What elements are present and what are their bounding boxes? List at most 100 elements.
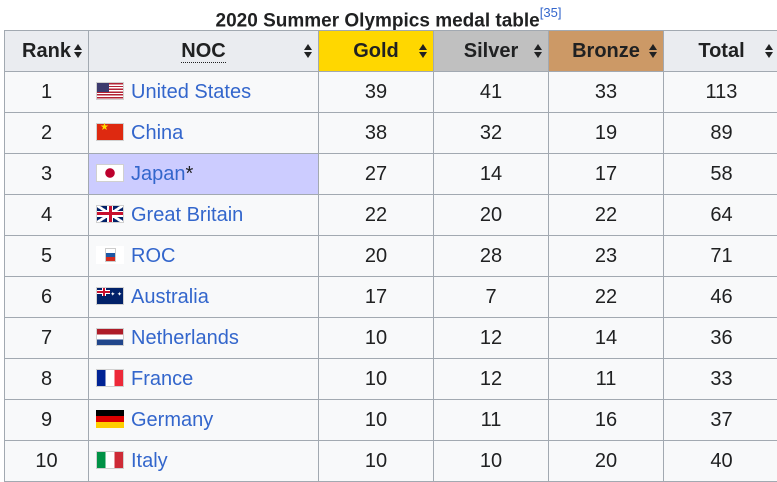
silver-cell: 12	[434, 318, 549, 359]
noc-cell: France	[89, 359, 319, 400]
roc-flag-icon[interactable]	[96, 246, 124, 264]
silver-cell: 14	[434, 154, 549, 195]
table-row: 6 Australia 17 7 22 46	[5, 277, 777, 318]
sort-icon[interactable]	[304, 43, 312, 59]
sort-icon[interactable]	[649, 43, 657, 59]
total-cell: 33	[664, 359, 777, 400]
italy-flag-icon[interactable]	[96, 451, 124, 469]
gold-cell: 10	[319, 400, 434, 441]
bronze-cell: 20	[549, 441, 664, 482]
silver-cell: 11	[434, 400, 549, 441]
bronze-header-label: Bronze	[572, 40, 640, 62]
gold-header-label: Gold	[353, 40, 399, 62]
germany-flag-icon[interactable]	[96, 410, 124, 428]
silver-cell: 28	[434, 236, 549, 277]
total-cell: 46	[664, 277, 777, 318]
country-link[interactable]: Italy	[131, 450, 168, 472]
country-link[interactable]: ROC	[131, 245, 175, 267]
table-row: 5 ROC 20 28 23 71	[5, 236, 777, 277]
country-link[interactable]: France	[131, 368, 193, 390]
silver-cell: 10	[434, 441, 549, 482]
total-cell: 40	[664, 441, 777, 482]
rank-header-label: Rank	[22, 40, 71, 62]
noc-cell: China	[89, 113, 319, 154]
table-row: 2 China 38 32 19 89	[5, 113, 777, 154]
country-link[interactable]: Netherlands	[131, 327, 239, 349]
rank-cell: 6	[5, 277, 89, 318]
table-row: 3 Japan* 27 14 17 58	[5, 154, 777, 195]
rank-cell: 3	[5, 154, 89, 195]
silver-cell: 7	[434, 277, 549, 318]
bronze-cell: 22	[549, 277, 664, 318]
table-row: 7 Netherlands 10 12 14 36	[5, 318, 777, 359]
gold-cell: 27	[319, 154, 434, 195]
total-column-header[interactable]: Total	[664, 31, 777, 72]
total-header-label: Total	[698, 40, 744, 62]
country-link[interactable]: China	[131, 122, 183, 144]
silver-cell: 12	[434, 359, 549, 400]
gold-cell: 17	[319, 277, 434, 318]
total-cell: 64	[664, 195, 777, 236]
table-row: 1 United States 39 41 33 113	[5, 72, 777, 113]
gold-cell: 22	[319, 195, 434, 236]
france-flag-icon[interactable]	[96, 369, 124, 387]
sort-icon[interactable]	[534, 43, 542, 59]
table-row: 8 France 10 12 11 33	[5, 359, 777, 400]
rank-cell: 10	[5, 441, 89, 482]
sort-icon[interactable]	[765, 43, 773, 59]
australia-flag-icon[interactable]	[96, 287, 124, 305]
bronze-column-header[interactable]: Bronze	[549, 31, 664, 72]
silver-cell: 20	[434, 195, 549, 236]
rank-column-header[interactable]: Rank	[5, 31, 89, 72]
sort-icon[interactable]	[74, 43, 82, 59]
silver-column-header[interactable]: Silver	[434, 31, 549, 72]
bronze-cell: 23	[549, 236, 664, 277]
us-flag-icon[interactable]	[96, 82, 124, 100]
country-link[interactable]: Japan	[131, 163, 186, 185]
medal-table: Rank NOC Gold Silver Bronze Total 1 Unit…	[4, 30, 777, 482]
table-row: 4 Great Britain 22 20 22 64	[5, 195, 777, 236]
noc-cell: Australia	[89, 277, 319, 318]
great-britain-flag-icon[interactable]	[96, 205, 124, 223]
noc-cell: Netherlands	[89, 318, 319, 359]
bronze-cell: 22	[549, 195, 664, 236]
table-caption: 2020 Summer Olympics medal table[35]	[0, 0, 777, 30]
country-link[interactable]: United States	[131, 81, 251, 103]
noc-column-header[interactable]: NOC	[89, 31, 319, 72]
noc-cell: United States	[89, 72, 319, 113]
noc-cell-host: Japan*	[89, 154, 319, 195]
rank-cell: 8	[5, 359, 89, 400]
noc-cell: ROC	[89, 236, 319, 277]
bronze-cell: 16	[549, 400, 664, 441]
japan-flag-icon[interactable]	[96, 164, 124, 182]
bronze-cell: 17	[549, 154, 664, 195]
rank-cell: 9	[5, 400, 89, 441]
gold-cell: 38	[319, 113, 434, 154]
gold-cell: 20	[319, 236, 434, 277]
table-row: 9 Germany 10 11 16 37	[5, 400, 777, 441]
total-cell: 89	[664, 113, 777, 154]
country-link[interactable]: Germany	[131, 409, 213, 431]
noc-header-label[interactable]: NOC	[181, 40, 225, 63]
country-link[interactable]: Australia	[131, 286, 209, 308]
bronze-cell: 33	[549, 72, 664, 113]
china-flag-icon[interactable]	[96, 123, 124, 141]
reference-superscript[interactable]: [35]	[540, 5, 562, 20]
netherlands-flag-icon[interactable]	[96, 328, 124, 346]
noc-cell: Italy	[89, 441, 319, 482]
total-cell: 36	[664, 318, 777, 359]
header-row: Rank NOC Gold Silver Bronze Total	[5, 31, 777, 72]
bronze-cell: 11	[549, 359, 664, 400]
table-row: 10 Italy 10 10 20 40	[5, 441, 777, 482]
sort-icon[interactable]	[419, 43, 427, 59]
reference-link[interactable]: [35]	[540, 5, 562, 20]
noc-cell: Germany	[89, 400, 319, 441]
gold-cell: 10	[319, 318, 434, 359]
bronze-cell: 14	[549, 318, 664, 359]
rank-cell: 7	[5, 318, 89, 359]
country-link[interactable]: Great Britain	[131, 204, 243, 226]
gold-column-header[interactable]: Gold	[319, 31, 434, 72]
total-cell: 71	[664, 236, 777, 277]
host-marker: *	[186, 163, 194, 185]
total-cell: 58	[664, 154, 777, 195]
